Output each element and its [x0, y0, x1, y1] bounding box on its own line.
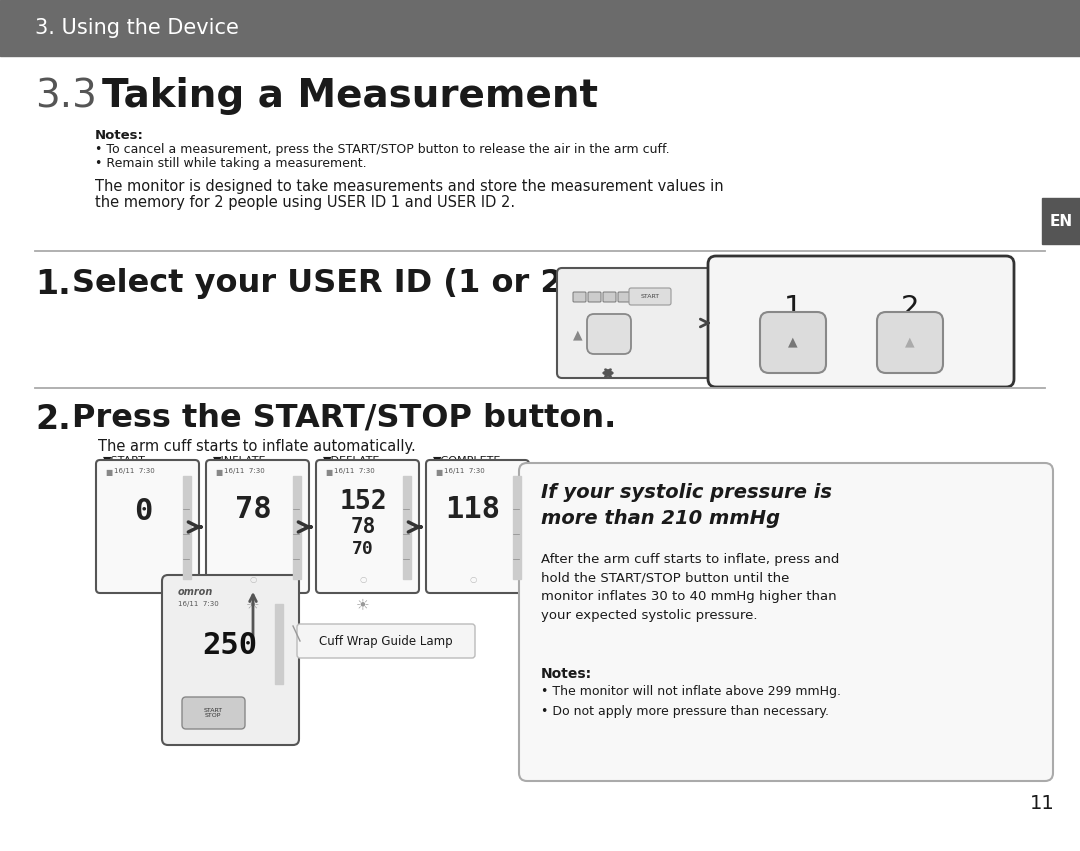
FancyBboxPatch shape	[588, 314, 631, 354]
Text: ○: ○	[470, 575, 476, 584]
Text: ■: ■	[435, 468, 442, 477]
Bar	[275, 604, 283, 684]
Bar	[1042, 198, 1080, 244]
Text: 16/11  7:30: 16/11 7:30	[178, 601, 219, 607]
FancyBboxPatch shape	[603, 292, 616, 302]
FancyBboxPatch shape	[618, 292, 631, 302]
Text: 1: 1	[784, 294, 802, 322]
Text: ○: ○	[360, 575, 366, 584]
Text: 11: 11	[1029, 794, 1054, 813]
Text: ☀: ☀	[356, 597, 369, 613]
Bar	[513, 476, 521, 579]
Text: After the arm cuff starts to inflate, press and
hold the START/STOP button until: After the arm cuff starts to inflate, pr…	[541, 553, 839, 621]
Text: ▼COMPLETE: ▼COMPLETE	[433, 456, 501, 466]
Text: omron: omron	[178, 587, 214, 597]
FancyBboxPatch shape	[573, 292, 586, 302]
Text: 152: 152	[339, 489, 387, 515]
Text: ▼DEFLATE: ▼DEFLATE	[323, 456, 380, 466]
Text: ▼START: ▼START	[103, 456, 146, 466]
Text: 16/11  7:30: 16/11 7:30	[114, 468, 154, 474]
Text: The arm cuff starts to inflate automatically.: The arm cuff starts to inflate automatic…	[98, 439, 416, 454]
FancyBboxPatch shape	[708, 256, 1014, 387]
Text: Select your USER ID (1 or 2).: Select your USER ID (1 or 2).	[72, 268, 590, 299]
Bar	[0, 0, 1080, 56]
Text: ▼INFLATE: ▼INFLATE	[213, 456, 267, 466]
FancyBboxPatch shape	[297, 624, 475, 658]
FancyBboxPatch shape	[588, 292, 600, 302]
Text: 118: 118	[445, 494, 500, 523]
Text: • Remain still while taking a measurement.: • Remain still while taking a measuremen…	[95, 157, 366, 170]
Bar	[183, 476, 191, 579]
Text: ☀: ☀	[246, 597, 260, 613]
FancyBboxPatch shape	[426, 460, 529, 593]
Text: Notes:: Notes:	[95, 129, 144, 142]
Text: The monitor is designed to take measurements and store the measurement values in: The monitor is designed to take measurem…	[95, 179, 724, 194]
FancyBboxPatch shape	[877, 312, 943, 373]
Bar	[293, 476, 301, 579]
Text: the memory for 2 people using USER ID 1 and USER ID 2.: the memory for 2 people using USER ID 1 …	[95, 195, 515, 210]
FancyBboxPatch shape	[183, 697, 245, 729]
Text: 3. Using the Device: 3. Using the Device	[35, 18, 239, 38]
Text: ■: ■	[105, 468, 112, 477]
Text: 2.: 2.	[35, 403, 71, 436]
Text: Taking a Measurement: Taking a Measurement	[102, 77, 598, 115]
Text: If your systolic pressure is: If your systolic pressure is	[541, 483, 832, 502]
Text: 3.3: 3.3	[35, 77, 97, 115]
FancyBboxPatch shape	[96, 460, 199, 593]
FancyBboxPatch shape	[162, 575, 299, 745]
FancyBboxPatch shape	[519, 463, 1053, 781]
Text: 16/11  7:30: 16/11 7:30	[334, 468, 375, 474]
Text: 1.: 1.	[35, 268, 71, 301]
Text: ▲: ▲	[905, 335, 915, 349]
Text: ▲: ▲	[573, 328, 583, 341]
Bar	[403, 476, 411, 579]
FancyBboxPatch shape	[760, 312, 826, 373]
Text: Notes:: Notes:	[541, 667, 592, 681]
Text: Cuff Wrap Guide Lamp: Cuff Wrap Guide Lamp	[320, 635, 453, 648]
Text: ■: ■	[325, 468, 333, 477]
Text: 78: 78	[350, 517, 376, 537]
FancyBboxPatch shape	[557, 268, 715, 378]
Text: 16/11  7:30: 16/11 7:30	[224, 468, 265, 474]
Text: 78: 78	[234, 494, 271, 523]
Text: • Do not apply more pressure than necessary.: • Do not apply more pressure than necess…	[541, 705, 829, 718]
Text: • To cancel a measurement, press the START/STOP button to release the air in the: • To cancel a measurement, press the STA…	[95, 143, 670, 156]
FancyBboxPatch shape	[629, 288, 671, 305]
Text: START: START	[640, 294, 660, 299]
Text: EN: EN	[1050, 214, 1072, 229]
Text: 16/11  7:30: 16/11 7:30	[444, 468, 485, 474]
Text: ○: ○	[249, 575, 257, 584]
Text: 70: 70	[352, 540, 374, 558]
Text: ■: ■	[215, 468, 222, 477]
Text: 0: 0	[134, 498, 152, 527]
Text: ▲: ▲	[788, 335, 798, 349]
Text: • The monitor will not inflate above 299 mmHg.: • The monitor will not inflate above 299…	[541, 685, 841, 698]
Text: more than 210 mmHg: more than 210 mmHg	[541, 509, 780, 528]
Text: 250: 250	[202, 631, 257, 660]
FancyBboxPatch shape	[206, 460, 309, 593]
Text: Press the START/STOP button.: Press the START/STOP button.	[72, 403, 617, 434]
FancyBboxPatch shape	[316, 460, 419, 593]
Text: 2: 2	[901, 294, 919, 322]
Text: START
STOP: START STOP	[203, 707, 222, 718]
